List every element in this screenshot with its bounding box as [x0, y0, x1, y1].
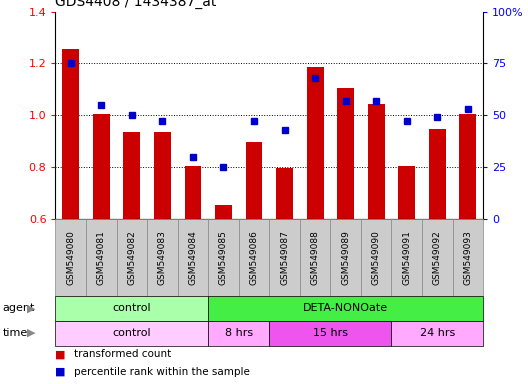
Bar — [307, 67, 324, 219]
Bar — [93, 114, 110, 219]
Text: GSM549080: GSM549080 — [66, 230, 75, 285]
Bar — [62, 49, 79, 219]
Text: agent: agent — [3, 303, 35, 313]
Text: GSM549088: GSM549088 — [310, 230, 319, 285]
Text: GDS4408 / 1434387_at: GDS4408 / 1434387_at — [55, 0, 217, 9]
Text: GSM549090: GSM549090 — [372, 230, 381, 285]
Bar — [124, 132, 140, 219]
Text: transformed count: transformed count — [74, 349, 171, 359]
Text: GSM549084: GSM549084 — [188, 230, 197, 285]
Text: percentile rank within the sample: percentile rank within the sample — [74, 366, 250, 377]
Text: ■: ■ — [55, 349, 66, 359]
Text: GSM549087: GSM549087 — [280, 230, 289, 285]
Bar — [246, 142, 262, 219]
Text: GSM549091: GSM549091 — [402, 230, 411, 285]
Bar — [184, 166, 201, 219]
Bar — [215, 205, 232, 219]
Bar — [276, 168, 293, 219]
Text: ▶: ▶ — [27, 303, 36, 313]
Bar — [429, 129, 446, 219]
Bar — [154, 132, 171, 219]
Text: GSM549083: GSM549083 — [158, 230, 167, 285]
Text: control: control — [112, 303, 151, 313]
Text: GSM549086: GSM549086 — [250, 230, 259, 285]
Text: GSM549089: GSM549089 — [341, 230, 350, 285]
Bar — [337, 88, 354, 219]
Text: GSM549092: GSM549092 — [433, 230, 442, 285]
Text: 8 hrs: 8 hrs — [225, 328, 253, 338]
Text: 24 hrs: 24 hrs — [420, 328, 455, 338]
Text: GSM549085: GSM549085 — [219, 230, 228, 285]
Text: GSM549093: GSM549093 — [464, 230, 473, 285]
Text: GSM549082: GSM549082 — [127, 230, 136, 285]
Text: DETA-NONOate: DETA-NONOate — [303, 303, 388, 313]
Text: GSM549081: GSM549081 — [97, 230, 106, 285]
Text: 15 hrs: 15 hrs — [313, 328, 348, 338]
Text: ▶: ▶ — [27, 328, 36, 338]
Text: control: control — [112, 328, 151, 338]
Text: time: time — [3, 328, 28, 338]
Text: ■: ■ — [55, 366, 66, 377]
Bar — [459, 114, 476, 219]
Bar — [398, 166, 415, 219]
Bar — [368, 104, 384, 219]
